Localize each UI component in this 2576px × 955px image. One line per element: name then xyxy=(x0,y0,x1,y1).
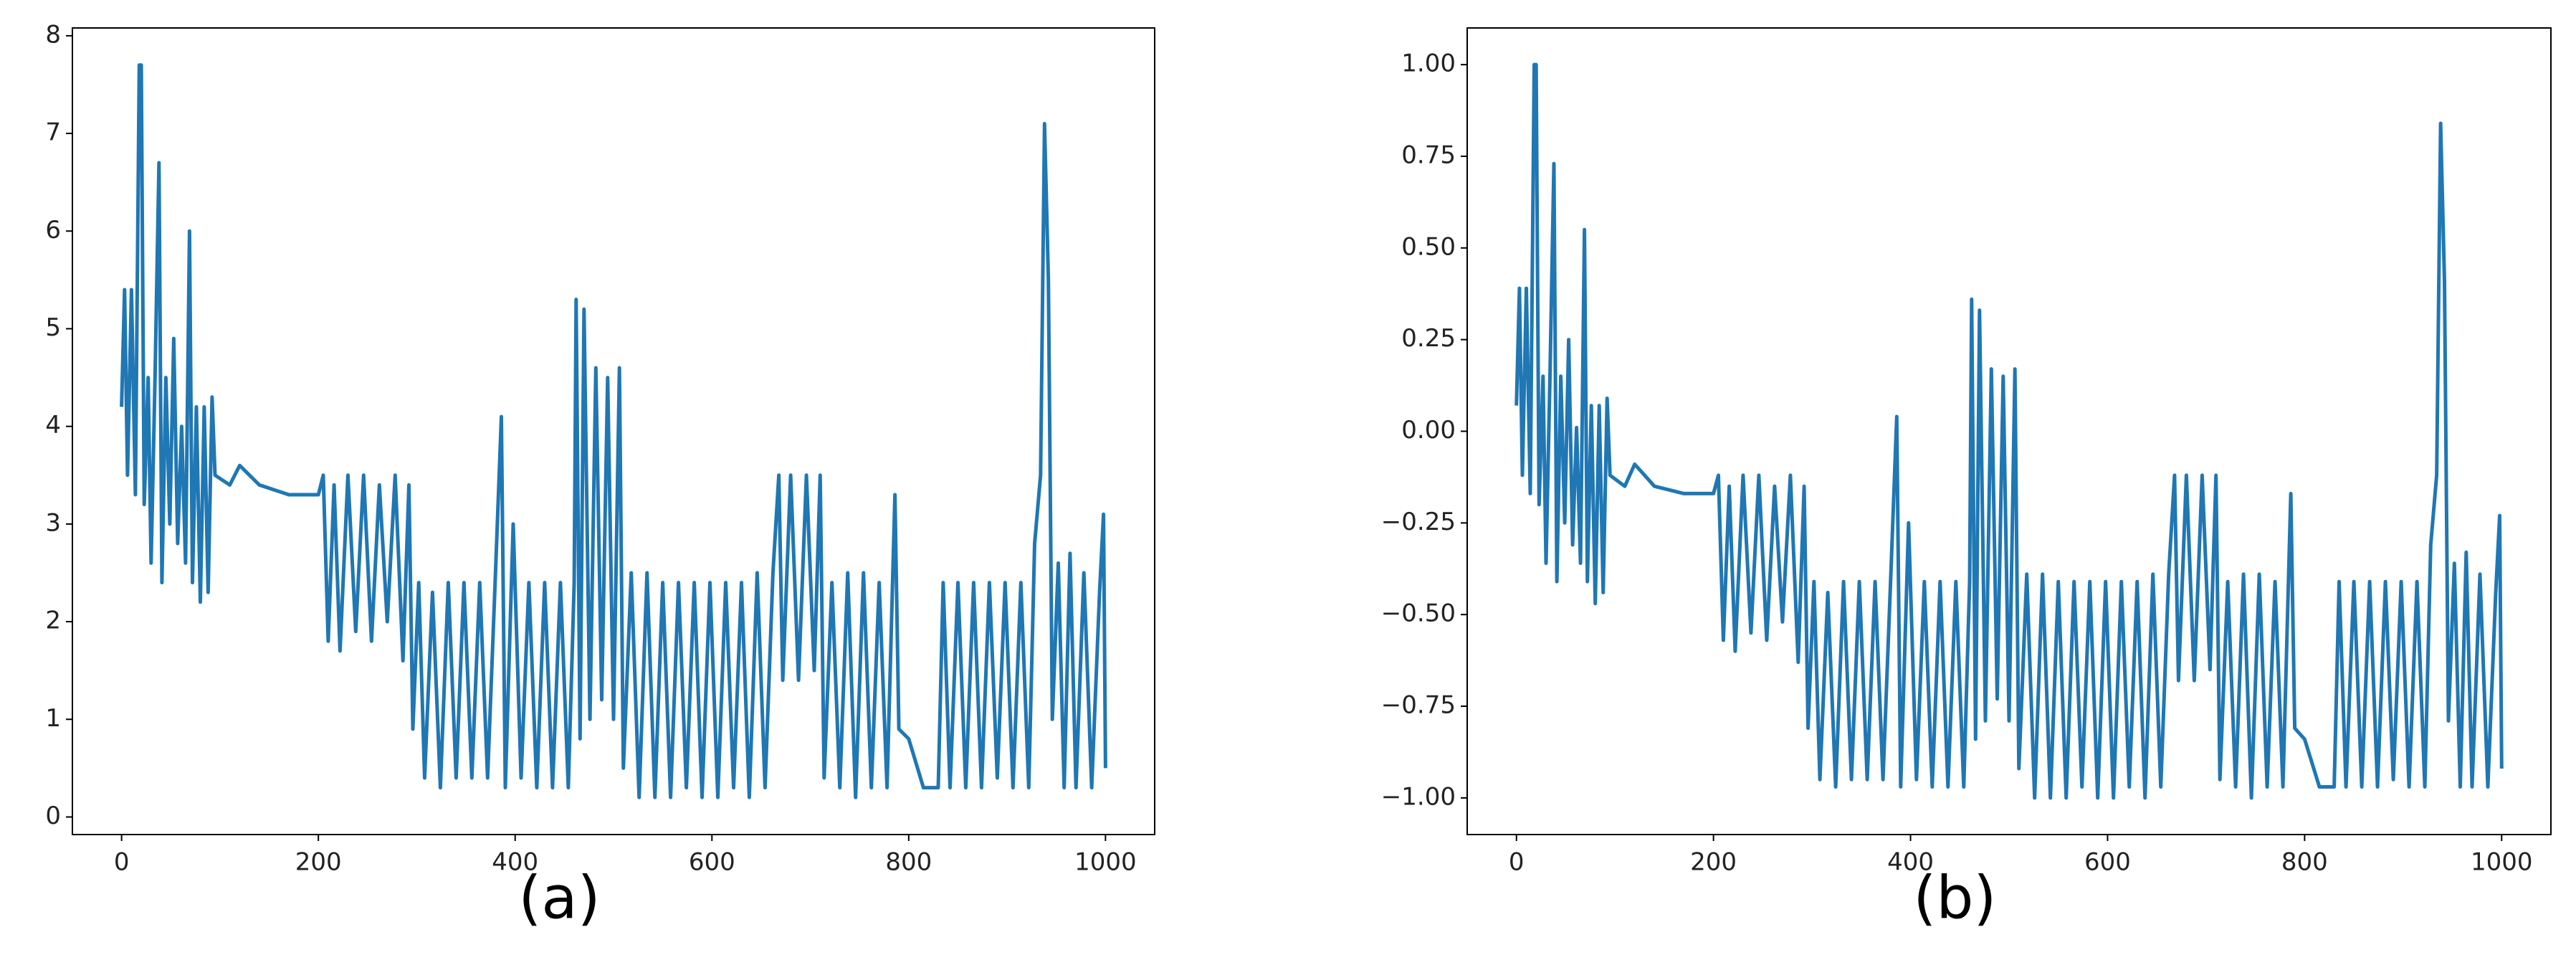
x-tick-label: 0 xyxy=(114,848,130,877)
y-tick-label: 0.50 xyxy=(1401,232,1456,261)
y-tick-label: −0.75 xyxy=(1381,691,1456,720)
x-tick-label: 800 xyxy=(2281,848,2328,877)
y-tick-label: 0.25 xyxy=(1401,324,1456,353)
x-tick-label: 400 xyxy=(1887,848,1934,877)
x-tick-label: 0 xyxy=(1509,848,1525,877)
x-tick-label: 1000 xyxy=(2471,848,2533,877)
x-tick-label: 600 xyxy=(2084,848,2131,877)
data-line xyxy=(1514,62,2504,800)
y-tick-label: 8 xyxy=(45,20,61,49)
y-tick-label: −1.00 xyxy=(1381,782,1456,811)
panel-label: (a) xyxy=(518,864,600,932)
y-tick-label: 0.75 xyxy=(1401,141,1456,169)
data-line xyxy=(120,63,1107,799)
axes-frame xyxy=(1466,27,2552,835)
y-tick-label: 0 xyxy=(45,802,61,830)
x-tick-label: 200 xyxy=(1690,848,1737,877)
x-tick-label: 400 xyxy=(492,848,538,877)
x-tick-label: 1000 xyxy=(1074,848,1137,877)
y-tick-label: 7 xyxy=(45,118,61,147)
panel-label: (b) xyxy=(1913,864,1996,932)
y-tick-label: 2 xyxy=(45,607,61,635)
y-tick-label: 0.00 xyxy=(1401,416,1456,445)
y-tick-label: 4 xyxy=(45,411,61,440)
x-tick-label: 800 xyxy=(885,848,932,877)
x-tick-label: 600 xyxy=(689,848,735,877)
y-tick-label: 1.00 xyxy=(1401,49,1456,78)
y-tick-label: 5 xyxy=(45,313,61,342)
x-tick-label: 200 xyxy=(295,848,342,877)
y-tick-label: −0.50 xyxy=(1381,599,1456,628)
y-tick-label: −0.25 xyxy=(1381,508,1456,536)
y-tick-label: 1 xyxy=(45,704,61,733)
axes-frame xyxy=(72,27,1155,835)
y-tick-label: 3 xyxy=(45,508,61,537)
y-tick-label: 6 xyxy=(45,216,61,244)
